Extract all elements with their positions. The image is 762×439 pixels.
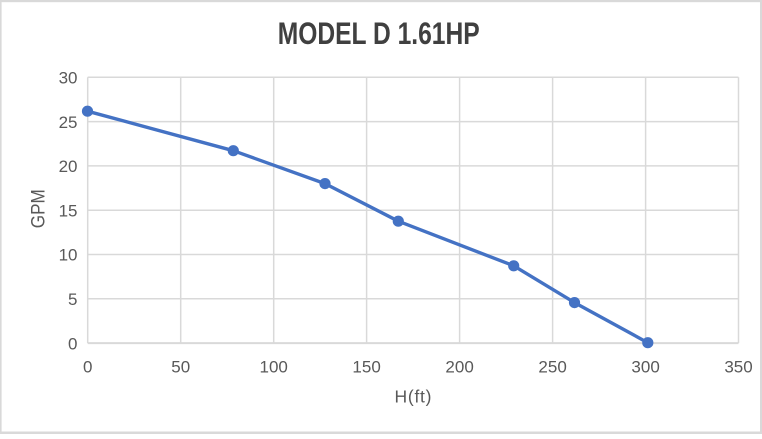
svg-text:H(ft): H(ft) — [395, 387, 432, 407]
svg-text:50: 50 — [171, 357, 190, 376]
svg-text:200: 200 — [445, 357, 473, 376]
svg-text:20: 20 — [59, 157, 78, 176]
svg-text:100: 100 — [260, 357, 288, 376]
svg-text:10: 10 — [59, 246, 78, 265]
svg-text:0: 0 — [68, 334, 77, 353]
svg-text:30: 30 — [59, 69, 78, 88]
svg-text:150: 150 — [352, 357, 380, 376]
svg-text:350: 350 — [724, 357, 752, 376]
svg-text:5: 5 — [68, 290, 77, 309]
svg-text:GPM: GPM — [28, 189, 49, 228]
svg-text:300: 300 — [631, 357, 659, 376]
svg-text:25: 25 — [59, 113, 78, 132]
svg-text:250: 250 — [538, 357, 566, 376]
svg-text:0: 0 — [83, 357, 92, 376]
svg-text:MODEL D 1.61HP: MODEL D 1.61HP — [278, 15, 480, 51]
svg-text:15: 15 — [59, 201, 78, 220]
